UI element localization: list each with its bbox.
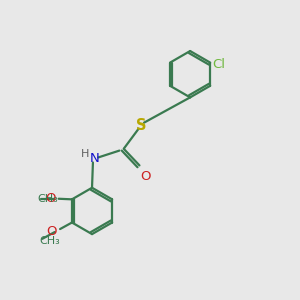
Text: Cl: Cl [213,58,226,70]
Text: S: S [136,118,147,133]
Text: CH₃: CH₃ [38,194,58,204]
Text: O: O [46,225,57,238]
Text: CH₃: CH₃ [40,236,61,246]
Text: H: H [81,148,90,159]
Text: O: O [140,169,150,183]
Text: N: N [89,152,99,164]
Text: O: O [45,192,56,205]
